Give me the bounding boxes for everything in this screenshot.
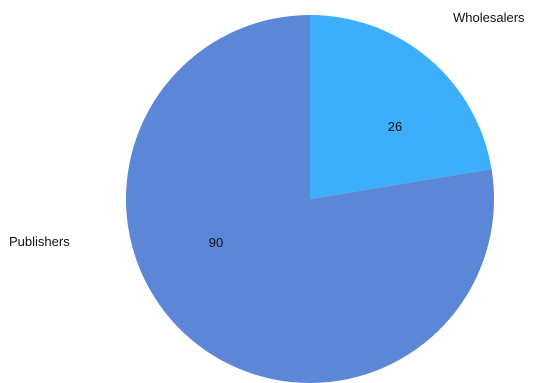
pie-slices — [126, 15, 494, 383]
pie-value-publishers: 90 — [209, 235, 223, 250]
pie-category-labels: Wholesalers Publishers — [9, 10, 525, 249]
pie-label-publishers: Publishers — [9, 234, 70, 249]
pie-value-labels: 26 90 — [209, 119, 402, 250]
pie-value-wholesalers: 26 — [388, 119, 402, 134]
pie-label-wholesalers: Wholesalers — [453, 10, 525, 25]
pie-slice-wholesalers — [310, 15, 492, 199]
pie-slice-publishers — [126, 15, 494, 383]
